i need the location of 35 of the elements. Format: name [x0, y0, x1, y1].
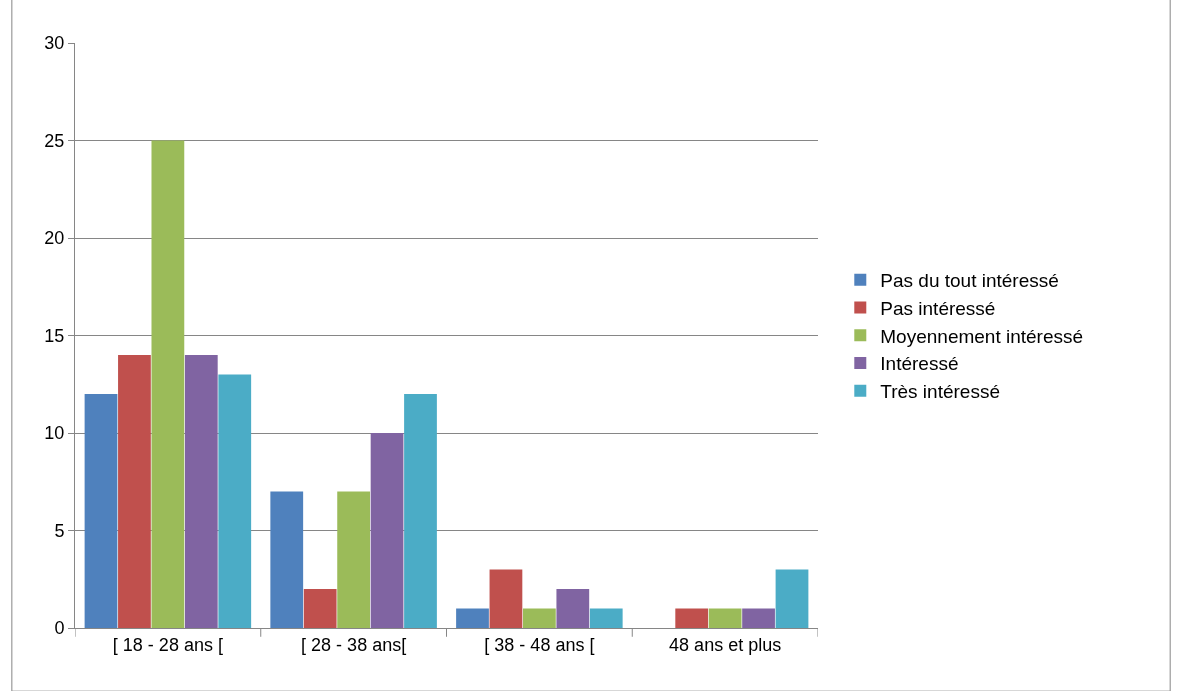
bar [270, 491, 304, 628]
y-tick-label: 30 [44, 33, 65, 54]
bar [589, 608, 623, 628]
x-tick-label: [ 28 - 38 ans[ [301, 634, 407, 655]
bar [775, 569, 809, 628]
bar [742, 608, 775, 628]
bar [303, 589, 337, 628]
bar [556, 589, 590, 628]
bar [489, 569, 523, 628]
y-tick-label: 0 [54, 618, 65, 639]
legend-label: Intéressé [880, 353, 959, 375]
bar [118, 355, 151, 628]
x-tick-label: [ 38 - 48 ans [ [484, 634, 595, 655]
bar [456, 608, 489, 628]
y-tick-label: 10 [44, 423, 65, 444]
x-tick-label: [ 18 - 28 ans [ [112, 634, 223, 655]
bar [370, 433, 404, 628]
bar [522, 608, 556, 628]
bar [337, 491, 371, 628]
y-tick-label: 5 [54, 520, 65, 541]
y-tick-label: 20 [44, 228, 65, 249]
legend-label: Pas intéressé [880, 297, 996, 319]
bar [675, 608, 709, 628]
bar [84, 394, 118, 628]
y-tick-label: 15 [44, 325, 65, 346]
y-tick-label: 25 [44, 130, 65, 151]
legend-label: Moyennement intéressé [880, 325, 1084, 347]
bar [218, 374, 252, 628]
bar [184, 355, 218, 628]
x-tick-label: 48 ans et plus [669, 634, 782, 655]
legend-label: Pas du tout intéressé [880, 270, 1059, 292]
bar [404, 394, 437, 628]
legend-label: Très intéressé [880, 381, 1000, 403]
bar [151, 140, 185, 628]
bar [708, 608, 742, 628]
